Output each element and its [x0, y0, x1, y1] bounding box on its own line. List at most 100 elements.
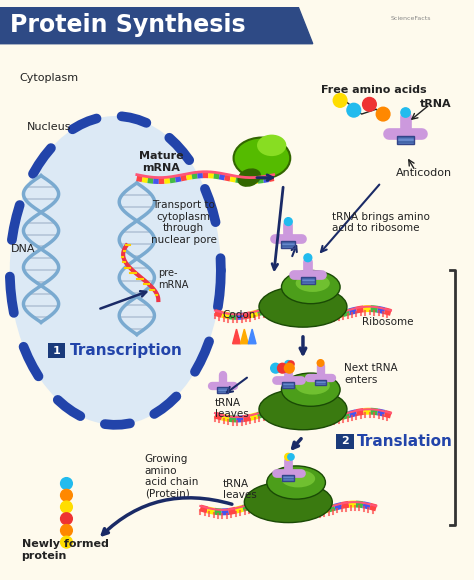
- FancyBboxPatch shape: [282, 478, 294, 480]
- Circle shape: [288, 361, 294, 367]
- FancyBboxPatch shape: [397, 139, 414, 141]
- Circle shape: [61, 478, 73, 490]
- Circle shape: [347, 103, 361, 117]
- Circle shape: [61, 513, 73, 524]
- Circle shape: [285, 454, 292, 461]
- Text: tRNA
leaves: tRNA leaves: [215, 397, 249, 419]
- FancyBboxPatch shape: [315, 382, 327, 383]
- FancyBboxPatch shape: [301, 280, 315, 281]
- Circle shape: [363, 97, 376, 111]
- Circle shape: [285, 361, 292, 368]
- FancyBboxPatch shape: [397, 137, 414, 139]
- Bar: [282, 474, 294, 481]
- Text: Newly formed
protein: Newly formed protein: [21, 539, 109, 561]
- FancyBboxPatch shape: [282, 244, 295, 245]
- FancyBboxPatch shape: [48, 343, 65, 358]
- Ellipse shape: [10, 116, 221, 425]
- Ellipse shape: [244, 481, 332, 523]
- Text: tRNA brings amino
acid to ribosome: tRNA brings amino acid to ribosome: [332, 212, 430, 233]
- Ellipse shape: [282, 373, 340, 407]
- FancyBboxPatch shape: [315, 380, 327, 381]
- FancyBboxPatch shape: [218, 387, 228, 389]
- Text: Transcription: Transcription: [70, 343, 183, 358]
- Text: tRNA: tRNA: [420, 99, 452, 110]
- Text: Next tRNA
enters: Next tRNA enters: [344, 363, 398, 385]
- Text: Protein Synthesis: Protein Synthesis: [10, 13, 246, 37]
- Bar: [282, 241, 295, 248]
- FancyBboxPatch shape: [282, 384, 294, 385]
- Circle shape: [284, 363, 294, 373]
- FancyBboxPatch shape: [282, 241, 295, 242]
- FancyBboxPatch shape: [282, 246, 295, 248]
- FancyBboxPatch shape: [301, 283, 315, 284]
- Text: Nucleus: Nucleus: [27, 122, 72, 132]
- FancyBboxPatch shape: [282, 245, 295, 246]
- Circle shape: [61, 501, 73, 513]
- Polygon shape: [233, 329, 240, 344]
- Text: Ribosome: Ribosome: [362, 317, 413, 327]
- FancyBboxPatch shape: [282, 242, 295, 244]
- Text: pre-
mRNA: pre- mRNA: [158, 269, 189, 290]
- FancyBboxPatch shape: [315, 381, 327, 382]
- Circle shape: [317, 360, 324, 367]
- FancyBboxPatch shape: [218, 390, 228, 392]
- Bar: [315, 380, 327, 386]
- Text: Anticodon: Anticodon: [396, 168, 452, 178]
- FancyBboxPatch shape: [397, 141, 414, 143]
- Text: Growing
amino
acid chain
(Protein): Growing amino acid chain (Protein): [145, 454, 198, 499]
- Text: Free amino acids: Free amino acids: [320, 85, 426, 95]
- Text: Transport to
cytoplasm
through
nuclear pore: Transport to cytoplasm through nuclear p…: [151, 200, 217, 245]
- FancyBboxPatch shape: [282, 474, 294, 476]
- Circle shape: [376, 107, 390, 121]
- FancyBboxPatch shape: [282, 383, 294, 384]
- Text: tRNA
leaves: tRNA leaves: [223, 478, 256, 500]
- FancyBboxPatch shape: [301, 278, 315, 280]
- Bar: [282, 382, 294, 388]
- Ellipse shape: [259, 389, 347, 430]
- Text: Cytoplasm: Cytoplasm: [19, 73, 79, 83]
- Ellipse shape: [296, 274, 330, 292]
- FancyBboxPatch shape: [282, 385, 294, 387]
- FancyBboxPatch shape: [397, 143, 414, 144]
- Bar: [301, 277, 315, 284]
- Circle shape: [271, 363, 281, 373]
- Circle shape: [61, 524, 73, 537]
- Circle shape: [278, 363, 287, 373]
- Circle shape: [401, 108, 410, 117]
- Text: DNA: DNA: [11, 244, 35, 254]
- Ellipse shape: [237, 168, 261, 187]
- Text: Translation: Translation: [357, 434, 453, 449]
- Ellipse shape: [257, 135, 286, 156]
- Circle shape: [333, 93, 347, 107]
- Text: 1: 1: [53, 346, 61, 356]
- Ellipse shape: [296, 377, 330, 394]
- FancyBboxPatch shape: [282, 477, 294, 478]
- Polygon shape: [0, 6, 313, 44]
- Ellipse shape: [282, 270, 340, 304]
- Circle shape: [61, 490, 73, 501]
- Text: ScienceFacts: ScienceFacts: [391, 16, 431, 21]
- FancyBboxPatch shape: [315, 383, 327, 385]
- FancyBboxPatch shape: [282, 382, 294, 383]
- Text: 2: 2: [341, 437, 349, 447]
- Circle shape: [284, 218, 292, 226]
- FancyBboxPatch shape: [301, 281, 315, 283]
- Circle shape: [61, 536, 73, 548]
- Text: Mature
mRNA: Mature mRNA: [139, 151, 183, 173]
- FancyBboxPatch shape: [336, 434, 354, 450]
- FancyBboxPatch shape: [397, 136, 414, 137]
- FancyBboxPatch shape: [218, 389, 228, 390]
- Bar: [218, 387, 228, 393]
- Text: Codon: Codon: [223, 310, 256, 320]
- FancyBboxPatch shape: [282, 480, 294, 481]
- Ellipse shape: [259, 286, 347, 327]
- FancyBboxPatch shape: [315, 385, 327, 386]
- Bar: [397, 136, 414, 144]
- Polygon shape: [240, 329, 248, 344]
- Polygon shape: [248, 329, 256, 344]
- FancyBboxPatch shape: [218, 392, 228, 393]
- Ellipse shape: [234, 137, 290, 179]
- FancyBboxPatch shape: [282, 476, 294, 477]
- Ellipse shape: [267, 466, 326, 499]
- Circle shape: [288, 454, 294, 460]
